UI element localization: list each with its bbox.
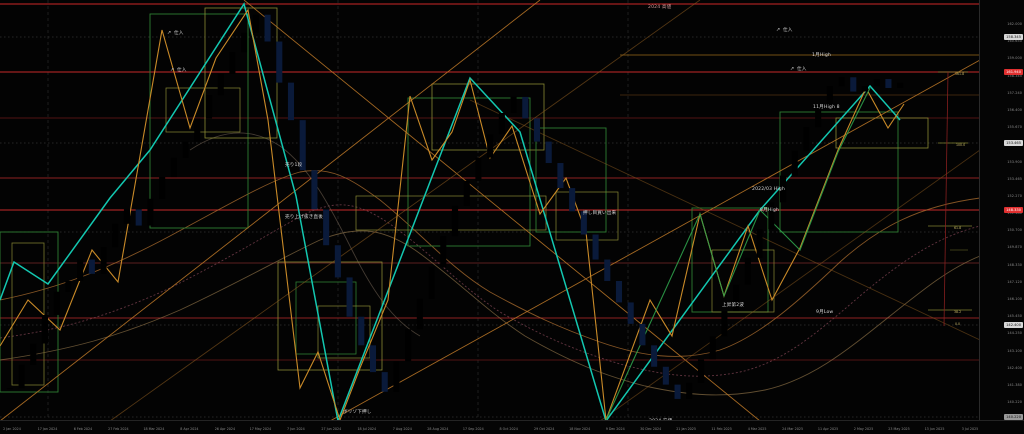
- date-tick-label: 7 Jun 2024: [287, 427, 305, 431]
- date-tick-label: 17 Jan 2024: [37, 427, 58, 431]
- price-tick-label: 141.380: [1007, 382, 1022, 387]
- date-tick-label: 17 Sep 2024: [462, 427, 484, 431]
- fib-level-badge: 161.8: [955, 72, 965, 76]
- fib-level-badge: 100.0: [956, 143, 966, 147]
- price-tick-label: 143.100: [1007, 348, 1022, 353]
- chart-annotation: 2022/03 High: [752, 187, 785, 192]
- price-tick-label: 158.345: [1007, 73, 1022, 78]
- price-tick-label: 150.700: [1007, 228, 1022, 233]
- annotation-arrow-icon: ↗: [776, 27, 781, 33]
- chart-annotation: 8月High: [760, 208, 779, 213]
- date-tick-label: 6 Feb 2024: [73, 427, 93, 431]
- price-tick-label: 151.480: [1007, 211, 1022, 215]
- price-tick-label: 152.270: [1007, 193, 1022, 198]
- fib-level-badge: 61.8: [954, 226, 962, 230]
- price-tick-label: 146.100: [1007, 296, 1022, 301]
- date-tick-label: 18 Jul 2024: [357, 427, 377, 431]
- price-tag[interactable]: 148.330: [1004, 207, 1023, 213]
- chart-annotation: 仕入: [783, 28, 793, 33]
- price-tag[interactable]: 161.940: [1004, 69, 1023, 75]
- date-tick-label: 21 Jan 2025: [676, 427, 696, 431]
- price-tick-label: 153.465: [1007, 176, 1022, 181]
- price-tick-label: 155.670: [1007, 125, 1022, 130]
- date-tick-label: 2 May 2025: [853, 427, 874, 431]
- date-tick-label: 8 Oct 2024: [499, 427, 518, 431]
- date-tick-label: 30 Dec 2024: [640, 427, 662, 431]
- date-tick-label: 11 Feb 2025: [711, 427, 732, 431]
- date-tick-label: 17 May 2024: [249, 427, 272, 431]
- date-tick-label: 8 Apr 2024: [180, 427, 199, 431]
- date-axis[interactable]: 2 Jan 2024 17 Jan 2024 6 Feb 2024 27 Feb 20…: [0, 420, 1024, 434]
- chart-annotation: ボリゾ下押し: [343, 410, 372, 415]
- date-tick-label: 18 Mar 2024: [143, 427, 165, 431]
- date-tick-label: 13 Jun 2025: [924, 427, 945, 431]
- price-tick-label: 156.400: [1007, 107, 1022, 112]
- price-tick-label: 148.330: [1007, 262, 1022, 267]
- price-tag[interactable]: 158.345: [1004, 34, 1023, 40]
- date-tick-label: 24 Mar 2025: [782, 427, 804, 431]
- date-tick-label: 23 May 2025: [888, 427, 910, 431]
- date-tick-label: 29 Oct 2024: [533, 427, 555, 431]
- chart-annotation: 11月High 8: [813, 105, 840, 110]
- price-tick-label: 140.220: [1007, 400, 1022, 404]
- date-tick-label: 27 Feb 2024: [108, 427, 129, 431]
- chart-annotation: 上昇第2波: [722, 303, 745, 308]
- date-tick-label: 3 Jul 2025: [961, 427, 979, 431]
- chart-annotation: 売り上げ抜き直後: [285, 215, 323, 220]
- chart-annotation: 2024 高値: [648, 5, 672, 10]
- price-tick-label: 157.240: [1007, 90, 1022, 95]
- date-tick-label: 7 Aug 2024: [392, 427, 412, 431]
- price-tick-label: 149.870: [1007, 245, 1022, 250]
- annotation-arrow-icon: ↗: [790, 66, 795, 72]
- chart-annotation: 売り1段: [285, 163, 303, 168]
- price-tick-label: 159.000: [1007, 56, 1022, 61]
- price-tick-label: 162.000: [1007, 22, 1022, 26]
- date-tick-label: 26 Apr 2024: [214, 427, 236, 431]
- price-tick-label: 147.120: [1007, 279, 1022, 284]
- price-axis[interactable]: 162.000 160.650 159.000 158.345 157.240 156.4…: [979, 0, 1024, 434]
- annotation-arrow-icon: ↗: [167, 30, 172, 36]
- price-tick-label: 160.650: [1007, 39, 1022, 44]
- chart-annotation: 仕入: [177, 68, 187, 73]
- chart-annotation: 9月Low: [816, 310, 834, 315]
- annotation-arrow-icon: ↗: [170, 67, 175, 73]
- price-tick-label: 145.450: [1007, 314, 1022, 319]
- date-tick-label: 27 Jun 2024: [321, 427, 342, 431]
- price-tick-label: 142.400: [1007, 365, 1022, 370]
- price-tick-label: 144.250: [1007, 331, 1022, 336]
- date-tick-label: 11 Apr 2025: [817, 427, 839, 431]
- date-tick-label: 9 Dec 2024: [605, 427, 625, 431]
- fib-level-badge: 38.2: [954, 310, 962, 314]
- price-tick-label: 153.900: [1007, 159, 1022, 164]
- fib-level-badge: 0.0: [955, 322, 961, 326]
- date-tick-label: 28 Aug 2024: [427, 427, 449, 431]
- date-tick-label: 4 Mar 2025: [747, 427, 767, 431]
- price-tag[interactable]: 140.220: [1004, 414, 1023, 420]
- chart-annotation: 仕入: [174, 31, 184, 36]
- date-tick-label: 2 Jan 2024: [3, 427, 21, 431]
- price-tag[interactable]: 153.465: [1004, 140, 1023, 146]
- date-tick-label: 18 Nov 2024: [569, 427, 591, 431]
- price-tag[interactable]: 142.400: [1004, 322, 1023, 328]
- chart-annotation: 1月High: [812, 53, 831, 58]
- chart-annotation: 仕入: [797, 67, 807, 72]
- chart-annotation: 押し目買い出来: [583, 211, 617, 216]
